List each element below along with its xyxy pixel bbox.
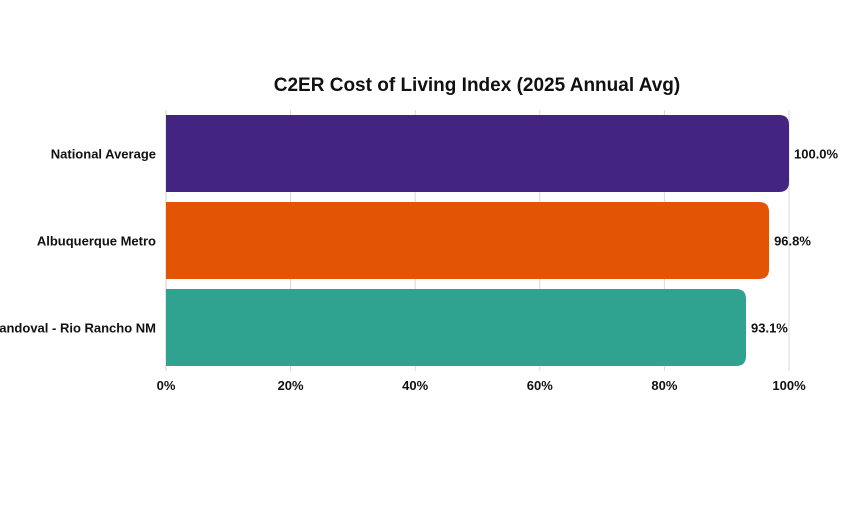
category-label: National Average bbox=[51, 147, 156, 162]
category-label: Albuquerque Metro bbox=[37, 234, 156, 249]
x-tick-label: 80% bbox=[651, 378, 677, 393]
x-tick-label: 20% bbox=[278, 378, 304, 393]
bars: National Average 100.0% Albuquerque Metro 9… bbox=[0, 115, 839, 366]
x-tick-label: 0% bbox=[157, 378, 176, 393]
x-tick-label: 100% bbox=[772, 378, 806, 393]
x-axis-ticks: 0% 20% 40% 60% 80% 100% bbox=[157, 378, 806, 393]
category-label: Sandoval - Rio Rancho NM bbox=[0, 321, 156, 336]
value-label: 100.0% bbox=[794, 147, 839, 162]
chart-title: C2ER Cost of Living Index (2025 Annual A… bbox=[274, 75, 680, 96]
x-tick-label: 40% bbox=[402, 378, 428, 393]
bar-albuquerque-metro bbox=[166, 202, 770, 279]
bar-national-average bbox=[166, 115, 789, 192]
value-label: 96.8% bbox=[774, 234, 811, 249]
value-label: 93.1% bbox=[751, 321, 788, 336]
x-tick-label: 60% bbox=[527, 378, 553, 393]
bar-sandoval-rio-rancho-nm bbox=[166, 289, 747, 366]
